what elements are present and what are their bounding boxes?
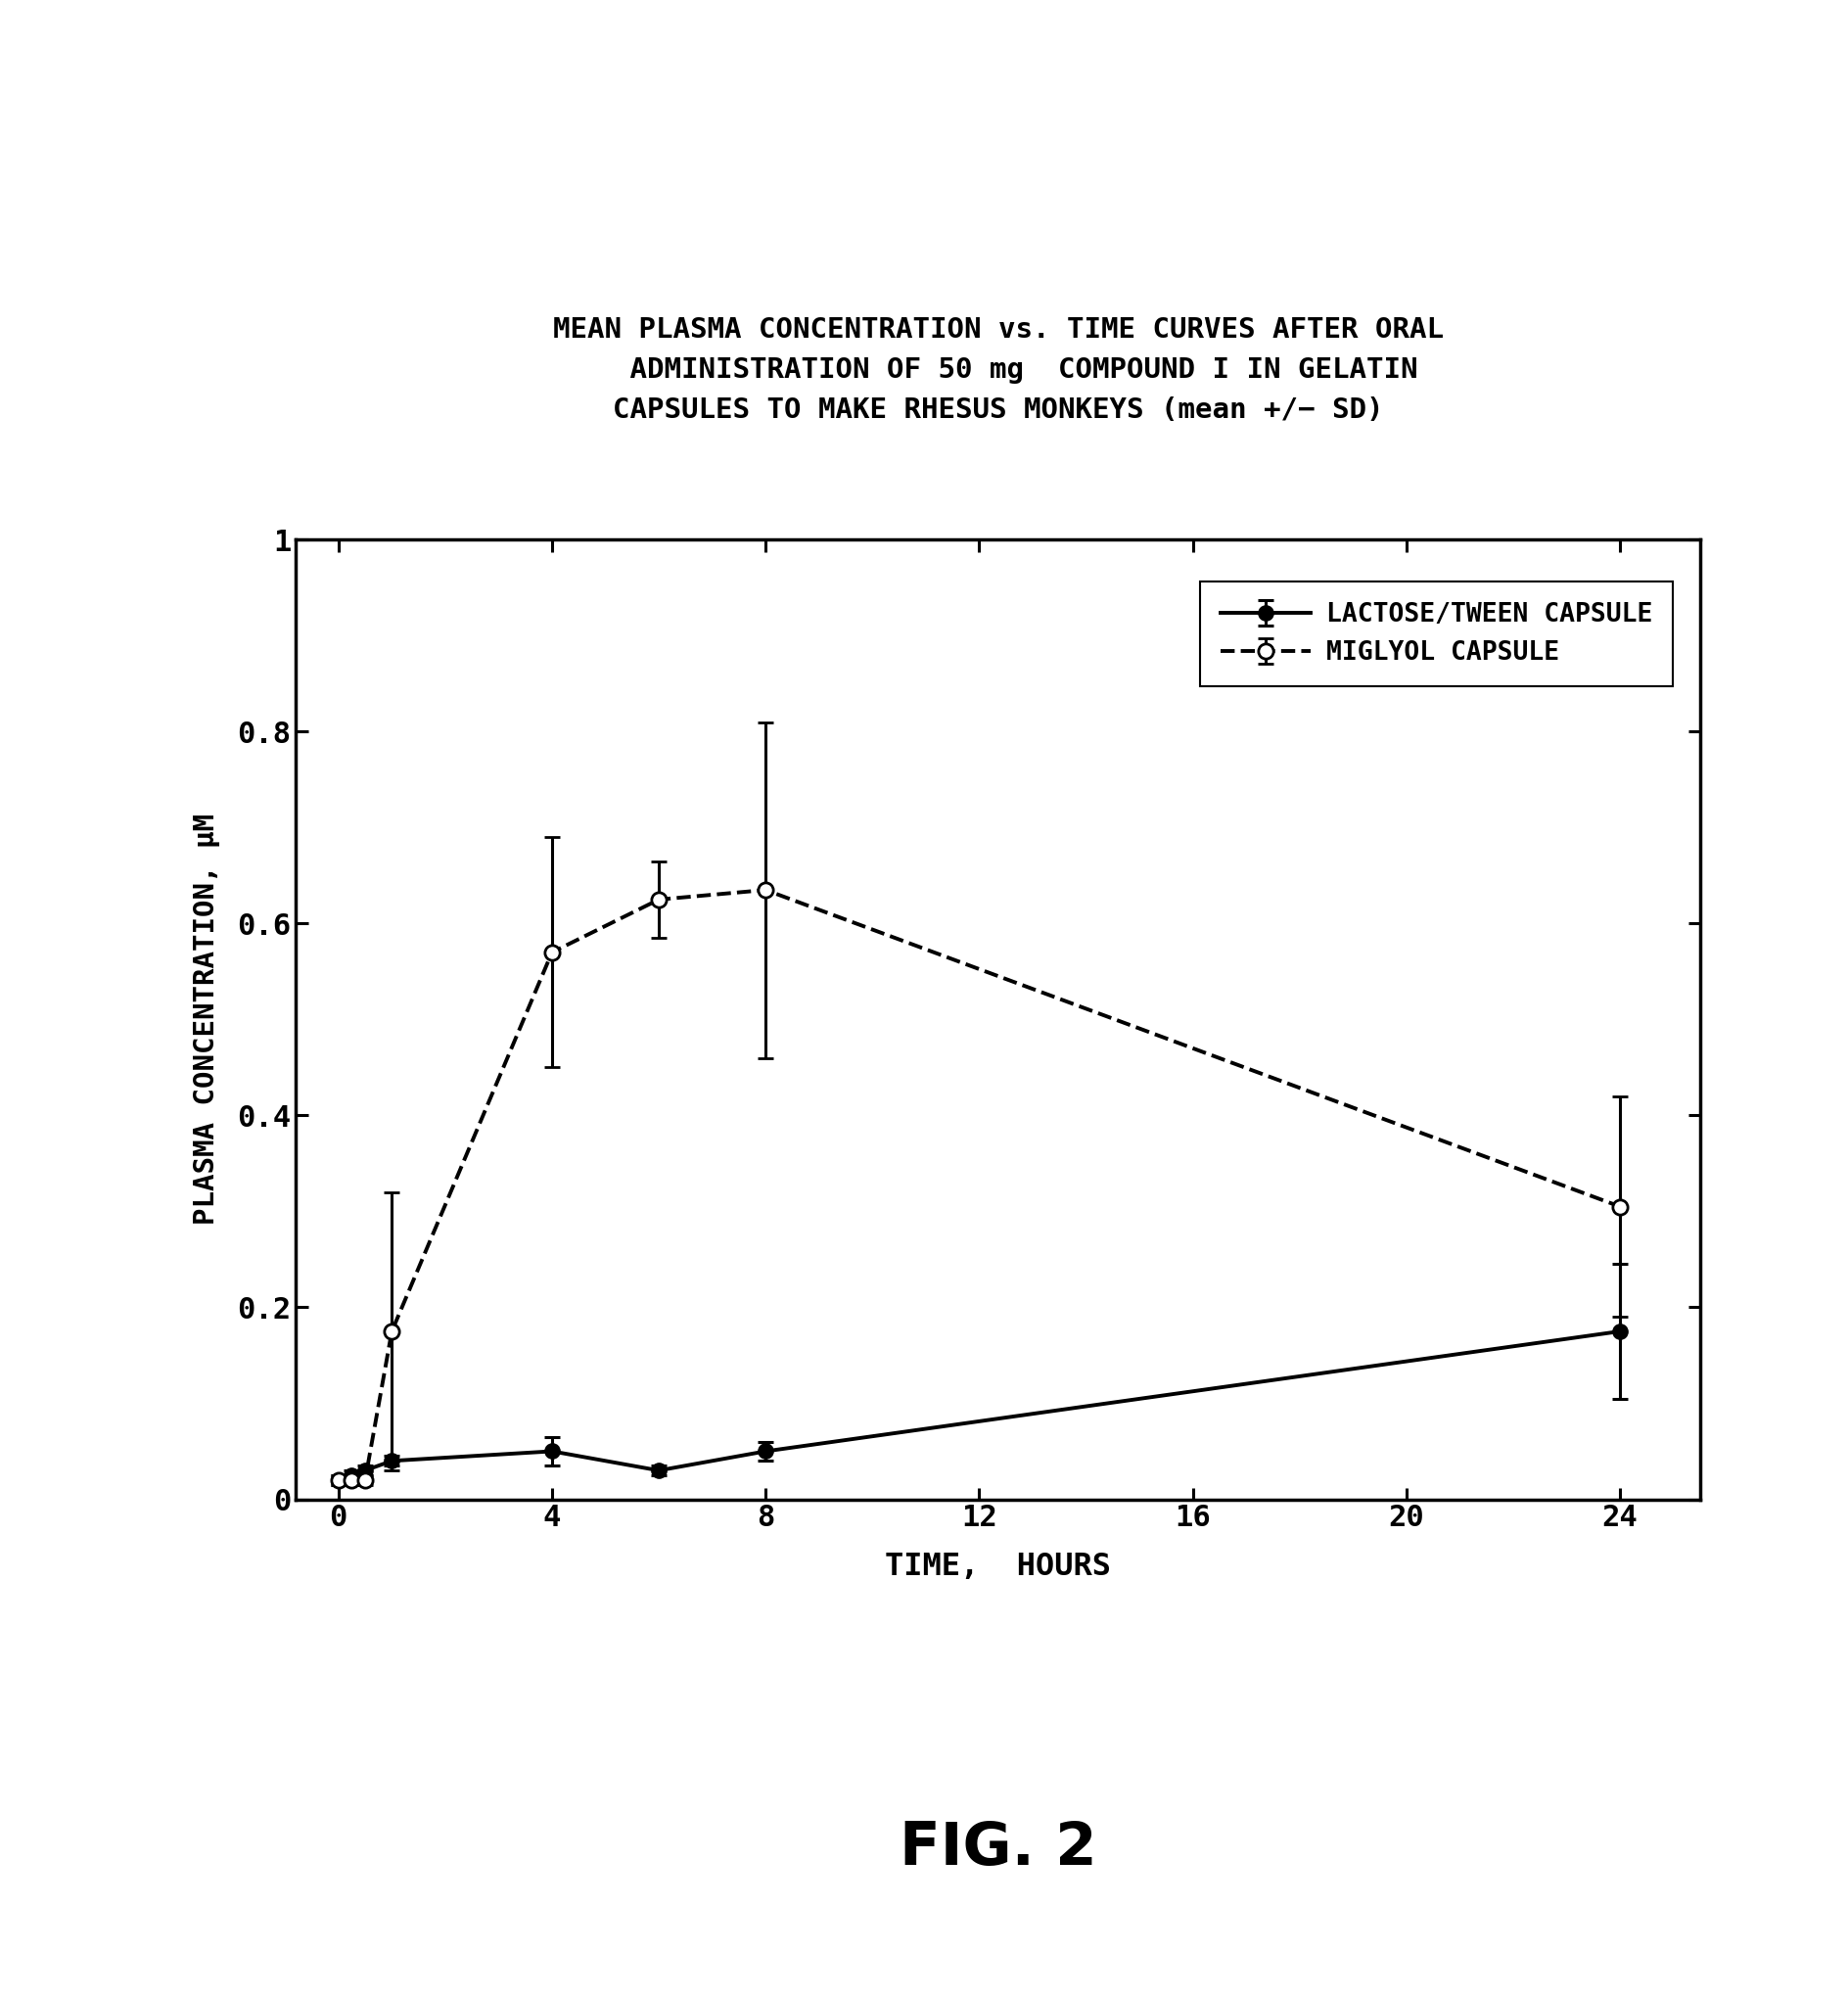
Text: FIG. 2: FIG. 2 [900,1821,1096,1877]
Text: MEAN PLASMA CONCENTRATION vs. TIME CURVES AFTER ORAL
   ADMINISTRATION OF 50 mg : MEAN PLASMA CONCENTRATION vs. TIME CURVE… [553,316,1443,424]
Legend: LACTOSE/TWEEN CAPSULE, MIGLYOL CAPSULE: LACTOSE/TWEEN CAPSULE, MIGLYOL CAPSULE [1199,582,1672,686]
X-axis label: TIME,  HOURS: TIME, HOURS [885,1551,1111,1581]
Y-axis label: PLASMA CONCENTRATION, μM: PLASMA CONCENTRATION, μM [194,814,220,1225]
